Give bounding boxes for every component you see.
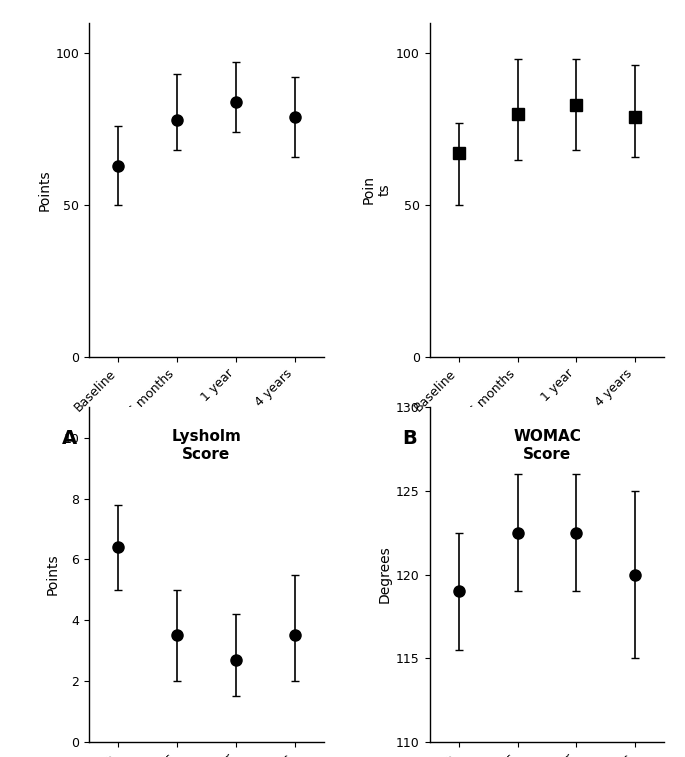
Text: A: A bbox=[62, 429, 77, 448]
Y-axis label: Points: Points bbox=[37, 169, 51, 210]
Text: Lysholm
Score: Lysholm Score bbox=[171, 429, 241, 462]
Y-axis label: Degrees: Degrees bbox=[378, 546, 392, 603]
Y-axis label: Points: Points bbox=[45, 554, 60, 596]
Y-axis label: Poin
ts: Poin ts bbox=[362, 176, 392, 204]
Text: WOMAC
Score: WOMAC Score bbox=[513, 429, 581, 462]
Text: B: B bbox=[402, 429, 417, 448]
